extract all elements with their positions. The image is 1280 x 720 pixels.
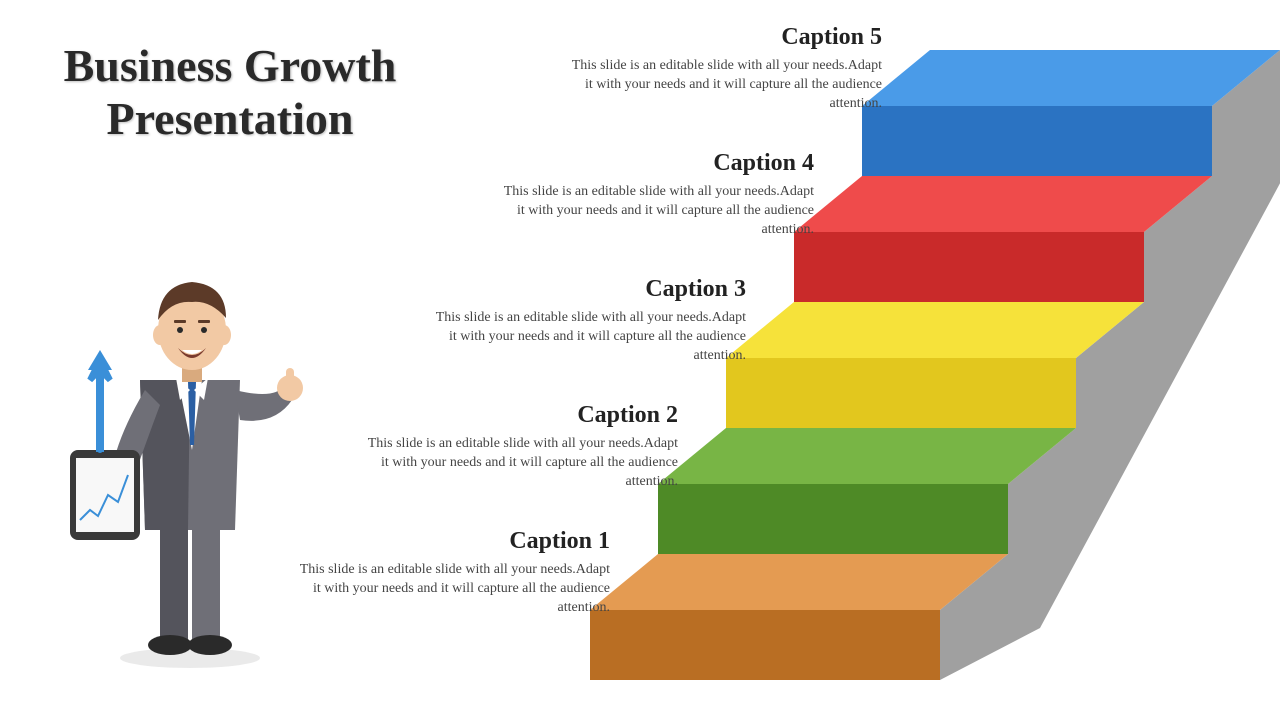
leg-left: [160, 520, 188, 640]
brow-right: [198, 320, 210, 323]
brow-left: [174, 320, 186, 323]
caption-block-4: Caption 4 This slide is an editable slide…: [494, 150, 814, 240]
thumb: [286, 368, 294, 386]
shoe-right: [188, 635, 232, 655]
shadow: [120, 648, 260, 668]
caption-body-5: This slide is an editable slide with all…: [562, 57, 882, 114]
caption-body-3: This slide is an editable slide with all…: [426, 309, 746, 366]
caption-block-1: Caption 1 This slide is an editable slide…: [290, 528, 610, 618]
stair-tread-3: [726, 302, 1144, 358]
eye-left: [177, 327, 183, 333]
caption-block-5: Caption 5 This slide is an editable slide…: [562, 24, 882, 114]
stair-tread-5: [862, 50, 1280, 106]
stair-riser-3: [726, 358, 1076, 428]
eye-right: [201, 327, 207, 333]
stair-tread-2: [658, 428, 1076, 484]
ear-right: [217, 325, 231, 345]
page-title: Business Growth Presentation: [20, 40, 440, 146]
tablet-screen: [76, 458, 134, 532]
caption-body-2: This slide is an editable slide with all…: [358, 435, 678, 492]
stair-riser-2: [658, 484, 1008, 554]
businessman-illustration: [60, 250, 320, 670]
shoe-left: [148, 635, 192, 655]
caption-block-3: Caption 3 This slide is an editable slide…: [426, 276, 746, 366]
growth-arrow-head: [88, 350, 112, 370]
stair-tread-1: [590, 554, 1008, 610]
growth-arrow-shaft: [96, 368, 104, 452]
stair-riser-1: [590, 610, 940, 680]
caption-body-1: This slide is an editable slide with all…: [290, 561, 610, 618]
stair-tread-4: [794, 176, 1212, 232]
caption-body-4: This slide is an editable slide with all…: [494, 183, 814, 240]
caption-title-3: Caption 3: [426, 276, 746, 303]
caption-title-1: Caption 1: [290, 528, 610, 555]
caption-title-2: Caption 2: [358, 402, 678, 429]
caption-block-2: Caption 2 This slide is an editable slide…: [358, 402, 678, 492]
caption-title-5: Caption 5: [562, 24, 882, 51]
leg-right: [192, 520, 220, 640]
stair-riser-4: [794, 232, 1144, 302]
caption-title-4: Caption 4: [494, 150, 814, 177]
ear-left: [153, 325, 167, 345]
stair-riser-5: [862, 106, 1212, 176]
